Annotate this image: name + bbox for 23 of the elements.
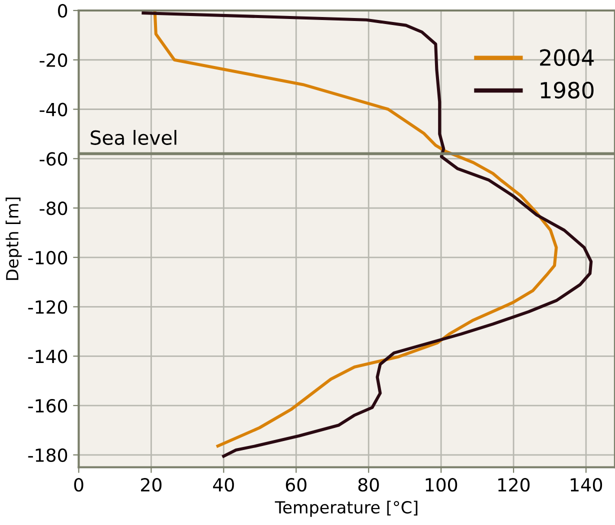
y-tick-label: -80 [40,201,68,216]
x-axis-title: Temperature [°C] [274,500,418,517]
y-tick-label: -40 [40,102,68,116]
y-tick-label: -160 [28,398,68,413]
x-tick-label: 80 [358,478,379,492]
x-tick-label: 0 [74,478,84,492]
x-tick-label: 120 [498,478,530,492]
x-tick-label: 60 [286,478,306,492]
y-tick-label: -20 [40,53,68,67]
x-tick-label: 100 [426,478,458,492]
legend-label: 1980 [540,82,594,99]
x-tick-label: 140 [570,478,602,492]
y-tick-label: -100 [28,250,68,265]
y-axis-title: Depth [m] [6,198,22,280]
legend-label: 2004 [540,49,594,66]
y-tick-label: -140 [28,350,68,364]
y-tick-label: -60 [40,152,68,166]
y-tick-label: -120 [28,300,68,314]
y-tick-label: 0 [58,4,68,18]
ref-line-label: Sea level [90,130,176,145]
y-tick-label: -180 [28,448,68,462]
x-tick-label: 40 [213,478,234,492]
x-tick-label: 20 [141,478,162,492]
